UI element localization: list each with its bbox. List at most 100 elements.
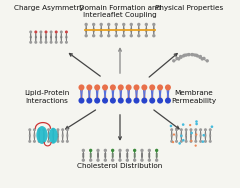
Circle shape (179, 55, 182, 58)
Circle shape (195, 145, 197, 147)
Circle shape (100, 34, 103, 37)
Circle shape (185, 140, 188, 143)
Circle shape (86, 84, 92, 90)
Circle shape (118, 158, 122, 162)
Circle shape (39, 30, 42, 33)
Circle shape (47, 128, 50, 131)
Circle shape (28, 140, 31, 143)
Circle shape (133, 149, 136, 152)
Circle shape (28, 128, 31, 131)
Circle shape (111, 149, 114, 152)
Circle shape (96, 149, 100, 152)
Circle shape (137, 23, 140, 26)
Circle shape (145, 34, 148, 37)
Circle shape (114, 23, 118, 26)
Circle shape (157, 84, 163, 90)
Circle shape (126, 98, 132, 104)
Circle shape (157, 98, 163, 104)
Circle shape (145, 23, 148, 26)
Circle shape (118, 98, 124, 104)
Circle shape (96, 158, 100, 162)
Circle shape (65, 41, 68, 44)
Circle shape (104, 149, 107, 152)
Circle shape (33, 140, 36, 143)
Circle shape (202, 134, 205, 136)
Circle shape (189, 128, 192, 131)
Circle shape (133, 98, 139, 104)
Circle shape (38, 140, 41, 143)
Circle shape (38, 128, 41, 131)
Circle shape (193, 53, 196, 57)
Circle shape (107, 34, 110, 37)
Circle shape (148, 158, 151, 162)
Circle shape (47, 140, 50, 143)
Circle shape (195, 120, 198, 123)
Circle shape (199, 140, 202, 143)
Circle shape (204, 128, 207, 131)
Circle shape (190, 140, 192, 142)
Circle shape (42, 140, 45, 143)
Circle shape (50, 41, 53, 44)
Circle shape (165, 98, 171, 104)
Text: Lipid-Protein
Interactions: Lipid-Protein Interactions (24, 90, 69, 104)
Circle shape (61, 140, 64, 143)
Circle shape (130, 23, 133, 26)
Circle shape (118, 149, 122, 152)
Circle shape (89, 158, 92, 162)
Circle shape (102, 98, 108, 104)
Circle shape (78, 98, 84, 104)
Circle shape (195, 123, 198, 125)
Circle shape (170, 140, 173, 143)
Circle shape (175, 128, 178, 131)
Circle shape (209, 140, 212, 143)
Circle shape (209, 128, 212, 131)
Circle shape (202, 57, 206, 60)
Circle shape (190, 132, 193, 134)
Circle shape (114, 34, 118, 37)
Circle shape (29, 41, 32, 44)
Circle shape (94, 98, 100, 104)
Ellipse shape (49, 128, 58, 144)
Circle shape (42, 128, 45, 131)
Circle shape (182, 139, 185, 142)
Circle shape (185, 53, 188, 57)
Circle shape (170, 125, 172, 127)
Circle shape (107, 23, 110, 26)
Circle shape (65, 30, 68, 33)
Circle shape (195, 54, 198, 57)
Circle shape (110, 84, 116, 90)
Circle shape (122, 34, 126, 37)
Circle shape (180, 128, 183, 131)
Circle shape (39, 41, 42, 44)
Circle shape (82, 149, 85, 152)
Circle shape (187, 53, 190, 56)
Circle shape (137, 34, 140, 37)
Circle shape (204, 140, 207, 143)
Circle shape (173, 133, 175, 136)
Circle shape (187, 53, 191, 56)
Circle shape (194, 140, 197, 143)
Circle shape (141, 84, 147, 90)
Circle shape (189, 124, 191, 126)
Circle shape (104, 158, 107, 162)
Circle shape (55, 30, 58, 33)
Circle shape (191, 53, 194, 56)
Circle shape (211, 125, 213, 128)
Circle shape (122, 23, 126, 26)
Circle shape (126, 84, 132, 90)
Circle shape (133, 84, 139, 90)
Circle shape (55, 41, 58, 44)
Text: Domain Formation and
Interleaflet Coupling: Domain Formation and Interleaflet Coupli… (79, 5, 161, 18)
Circle shape (78, 84, 84, 90)
Circle shape (185, 128, 188, 131)
Circle shape (92, 34, 95, 37)
Circle shape (148, 149, 151, 152)
Circle shape (175, 140, 178, 143)
Circle shape (84, 34, 88, 37)
Circle shape (29, 30, 32, 33)
Circle shape (52, 140, 55, 143)
Circle shape (172, 59, 175, 63)
Circle shape (140, 149, 144, 152)
Circle shape (175, 57, 179, 60)
Circle shape (183, 54, 186, 57)
